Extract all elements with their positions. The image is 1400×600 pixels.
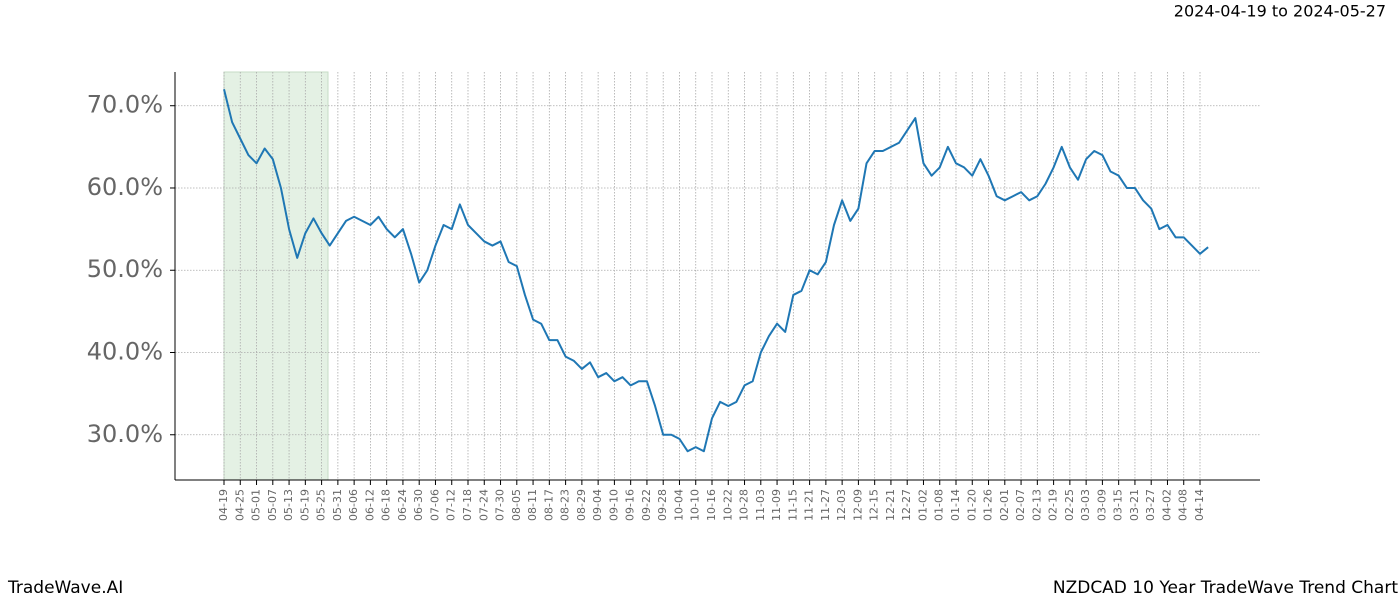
x-tick-label: 11-27 (819, 489, 832, 521)
x-tick-label: 06-24 (396, 489, 409, 521)
x-tick-label: 03-21 (1128, 489, 1141, 521)
x-tick-label: 03-09 (1095, 489, 1108, 521)
x-tick-label: 01-14 (949, 489, 962, 521)
x-tick-label: 08-05 (510, 489, 523, 521)
x-tick-label: 07-24 (477, 489, 490, 521)
x-tick-label: 10-10 (689, 489, 702, 521)
x-tick-label: 10-22 (721, 489, 734, 521)
x-tick-label: 12-21 (884, 489, 897, 521)
x-tick-label: 11-15 (786, 489, 799, 521)
y-tick-label: 70.0% (87, 91, 163, 119)
x-tick-label: 09-10 (607, 489, 620, 521)
x-tick-label: 12-15 (868, 489, 881, 521)
x-tick-label: 08-11 (526, 489, 539, 521)
x-tick-label: 02-13 (1030, 489, 1043, 521)
x-tick-label: 12-09 (851, 489, 864, 521)
y-tick-label: 40.0% (87, 338, 163, 366)
x-tick-label: 12-03 (835, 489, 848, 521)
x-tick-label: 04-14 (1193, 489, 1206, 521)
footer-right: NZDCAD 10 Year TradeWave Trend Chart (1053, 578, 1398, 598)
x-tick-label: 01-02 (916, 489, 929, 521)
x-tick-label: 07-30 (494, 489, 507, 521)
x-tick-label: 02-01 (998, 489, 1011, 521)
x-tick-label: 10-28 (738, 489, 751, 521)
x-tick-label: 04-08 (1177, 489, 1190, 521)
x-tick-label: 01-08 (933, 489, 946, 521)
x-tick-label: 06-18 (380, 489, 393, 521)
x-tick-label: 11-21 (803, 489, 816, 521)
x-tick-label: 05-19 (298, 489, 311, 521)
x-tick-label: 04-25 (233, 489, 246, 521)
x-tick-label: 11-09 (770, 489, 783, 521)
x-tick-label: 06-30 (412, 489, 425, 521)
x-tick-label: 10-16 (705, 489, 718, 521)
x-tick-label: 07-06 (428, 489, 441, 521)
x-tick-label: 05-07 (266, 489, 279, 521)
footer-left: TradeWave.AI (7, 578, 123, 598)
x-tick-label: 06-12 (363, 489, 376, 521)
x-tick-label: 02-25 (1063, 489, 1076, 521)
x-tick-label: 02-07 (1014, 489, 1027, 521)
x-tick-label: 04-02 (1160, 489, 1173, 521)
x-tick-label: 09-22 (640, 489, 653, 521)
x-tick-label: 05-25 (315, 489, 328, 521)
x-tick-label: 11-03 (754, 489, 767, 521)
y-tick-label: 30.0% (87, 420, 163, 448)
x-tick-label: 12-27 (900, 489, 913, 521)
x-tick-label: 04-19 (217, 489, 230, 521)
x-tick-label: 05-31 (331, 489, 344, 521)
x-tick-label: 05-13 (282, 489, 295, 521)
series-line (223, 89, 1209, 453)
x-tick-label: 09-16 (624, 489, 637, 521)
x-tick-label: 07-12 (445, 489, 458, 521)
x-tick-label: 08-17 (542, 489, 555, 521)
x-tick-label: 03-03 (1079, 489, 1092, 521)
x-tick-label: 03-15 (1112, 489, 1125, 521)
x-tick-label: 08-23 (559, 489, 572, 521)
x-tick-label: 07-18 (461, 489, 474, 521)
x-tick-label: 05-01 (250, 489, 263, 521)
x-tick-label: 09-04 (591, 489, 604, 521)
y-tick-label: 50.0% (87, 255, 163, 283)
y-tick-label: 60.0% (87, 173, 163, 201)
x-tick-label: 10-04 (672, 489, 685, 521)
x-tick-label: 06-06 (347, 489, 360, 521)
x-tick-label: 08-29 (575, 489, 588, 521)
x-tick-label: 09-28 (656, 489, 669, 521)
chart-title: 2024-04-19 to 2024-05-27 (1174, 2, 1386, 21)
highlight-span (223, 71, 329, 481)
x-tick-label: 01-20 (965, 489, 978, 521)
x-tick-label: 01-26 (982, 489, 995, 521)
x-tick-label: 03-27 (1144, 489, 1157, 521)
x-tick-label: 02-19 (1047, 489, 1060, 521)
